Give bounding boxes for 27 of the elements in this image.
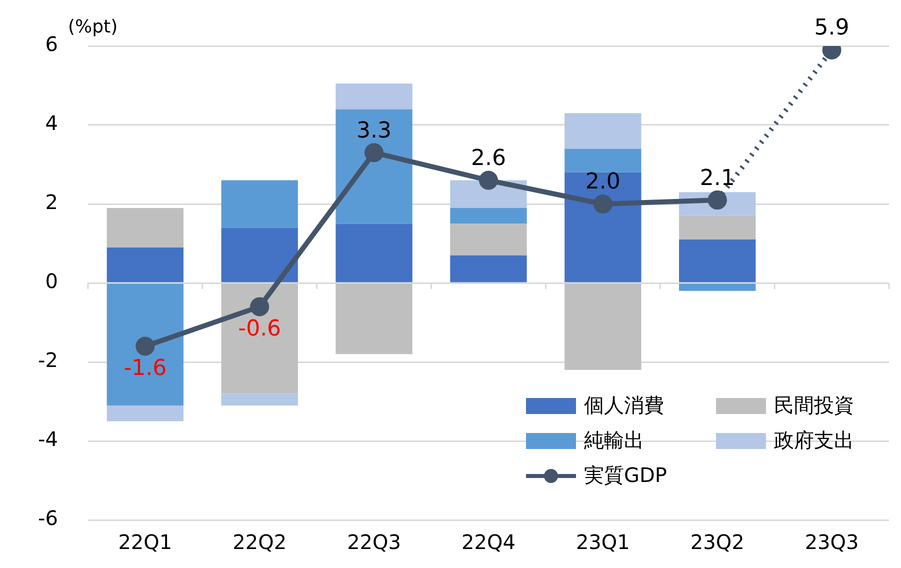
data-label: 3.3: [356, 118, 392, 144]
x-tick-label: 22Q3: [347, 530, 401, 554]
legend-label: 政府支出: [774, 427, 854, 454]
x-tick-label: 22Q1: [118, 530, 172, 554]
x-tick-label: 22Q4: [462, 530, 516, 554]
y-axis-title: (%pt): [68, 16, 118, 38]
y-tick-label: -6: [38, 506, 58, 530]
x-tick-label: 23Q3: [804, 530, 859, 554]
y-tick-label: -4: [38, 427, 58, 452]
legend-label: 実質GDP: [584, 462, 667, 489]
legend-label: 個人消費: [584, 392, 664, 419]
legend-label: 民間投資: [774, 392, 854, 419]
y-tick-label: 0: [45, 269, 58, 294]
x-tick-label: 23Q2: [690, 530, 744, 554]
y-tick-label: 6: [45, 32, 58, 56]
data-label: -1.6: [124, 356, 167, 381]
y-tick-label: 4: [45, 111, 58, 136]
y-tick-label: 2: [45, 190, 58, 214]
data-label: 2.6: [470, 146, 506, 172]
y-tick-label: -2: [38, 348, 58, 372]
data-label: 2.1: [700, 166, 735, 191]
data-label: -0.6: [238, 316, 282, 342]
x-tick-label: 23Q1: [576, 530, 630, 554]
data-label: 5.9: [814, 16, 850, 41]
x-tick-label: 22Q2: [232, 530, 287, 554]
legend-label: 純輸出: [584, 427, 644, 454]
data-label: 2.0: [585, 170, 620, 195]
